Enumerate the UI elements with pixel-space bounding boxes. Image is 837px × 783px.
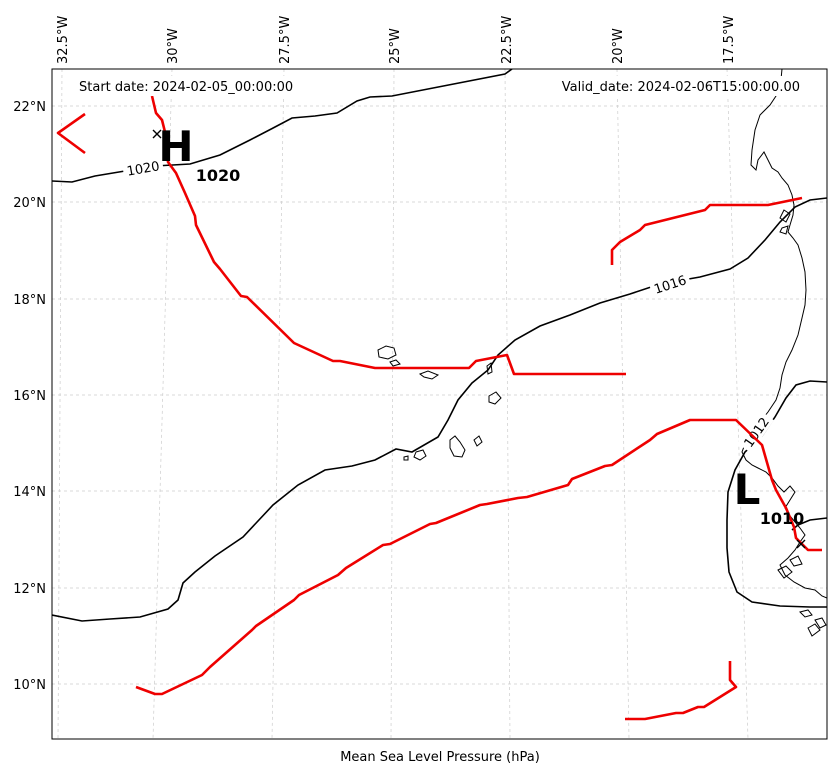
map-xlabel: Mean Sea Level Pressure (hPa) bbox=[340, 750, 540, 765]
africa-coast bbox=[741, 69, 827, 599]
high-center-cross bbox=[152, 129, 162, 139]
lat-tick-label: 22°N bbox=[13, 100, 46, 115]
map-frame bbox=[51, 68, 828, 740]
high-pressure-center: H 1020 bbox=[152, 122, 241, 185]
lon-tick-label: 32.5°W bbox=[56, 16, 71, 64]
island-santiago bbox=[449, 435, 466, 458]
lon-tick-label: 20°W bbox=[611, 28, 626, 64]
meridian-30w bbox=[152, 69, 173, 739]
isobar-1020 bbox=[52, 69, 513, 183]
meridian-20w bbox=[616, 69, 630, 739]
high-value: 1020 bbox=[196, 166, 241, 185]
front-northeast bbox=[610, 196, 803, 265]
lon-tick-label: 25°W bbox=[388, 28, 403, 64]
map-background bbox=[52, 69, 827, 739]
front-southern bbox=[135, 418, 822, 696]
island-brava bbox=[403, 455, 409, 461]
front-high-trough bbox=[150, 95, 626, 376]
graticule bbox=[52, 69, 827, 739]
low-pressure-center: L 1010 bbox=[734, 465, 806, 549]
low-symbol: L bbox=[734, 465, 761, 514]
lon-tick-label: 27.5°W bbox=[278, 16, 293, 64]
island-sao-vicente bbox=[389, 359, 401, 367]
cape-verde-islands bbox=[377, 345, 502, 461]
lon-tick-label: 17.5°W bbox=[722, 16, 737, 64]
isobar-label-group-1020: 1020 bbox=[121, 155, 165, 180]
island-santo-antao bbox=[377, 345, 397, 360]
coast-bay-north bbox=[779, 209, 791, 235]
fronts bbox=[56, 95, 822, 721]
isobar-1016 bbox=[52, 197, 827, 622]
lat-tick-label: 18°N bbox=[13, 293, 46, 308]
meridian-22-5w bbox=[504, 69, 511, 739]
high-symbol: H bbox=[158, 122, 193, 171]
start-date-label: Start date: 2024-02-05_00:00:00 bbox=[79, 80, 293, 95]
island-sal bbox=[486, 362, 493, 375]
lat-tick-label: 12°N bbox=[13, 582, 46, 597]
front-southeast bbox=[625, 661, 738, 721]
lat-tick-label: 20°N bbox=[13, 196, 46, 211]
meridian-32-5w bbox=[57, 69, 63, 739]
valid-date-label: Valid_date: 2024-02-06T15:00:00.00 bbox=[562, 80, 800, 95]
island-boa-vista bbox=[488, 391, 502, 405]
island-sao-nicolau bbox=[418, 370, 440, 380]
lon-tick-labels: 32.5°W 30°W 27.5°W 25°W 22.5°W 20°W 17.5… bbox=[56, 16, 737, 64]
coast-islands-south bbox=[799, 609, 827, 637]
lat-tick-label: 10°N bbox=[13, 678, 46, 693]
valid-label-backing bbox=[540, 76, 805, 96]
island-maio bbox=[473, 435, 483, 447]
meridian-25w bbox=[390, 69, 395, 739]
lon-tick-label: 22.5°W bbox=[500, 16, 515, 64]
low-value: 1010 bbox=[760, 509, 805, 528]
meridian-17-5w bbox=[726, 69, 749, 739]
lon-tick-label: 30°W bbox=[166, 28, 181, 64]
low-center-cross bbox=[796, 539, 806, 549]
lat-tick-labels: 22°N 20°N 18°N 16°N 14°N 12°N 10°N bbox=[13, 100, 46, 693]
lat-tick-label: 14°N bbox=[13, 485, 46, 500]
lat-tick-label: 16°N bbox=[13, 389, 46, 404]
island-fogo bbox=[413, 449, 427, 461]
coast-islands-mid bbox=[777, 555, 803, 579]
meridian-27-5w bbox=[271, 69, 285, 739]
isobar-1012 bbox=[726, 380, 827, 608]
isobar-label-1020: 1020 bbox=[126, 159, 161, 180]
start-label-backing bbox=[75, 76, 310, 96]
coastline bbox=[741, 69, 827, 637]
front-northwest-chevron bbox=[56, 112, 86, 155]
